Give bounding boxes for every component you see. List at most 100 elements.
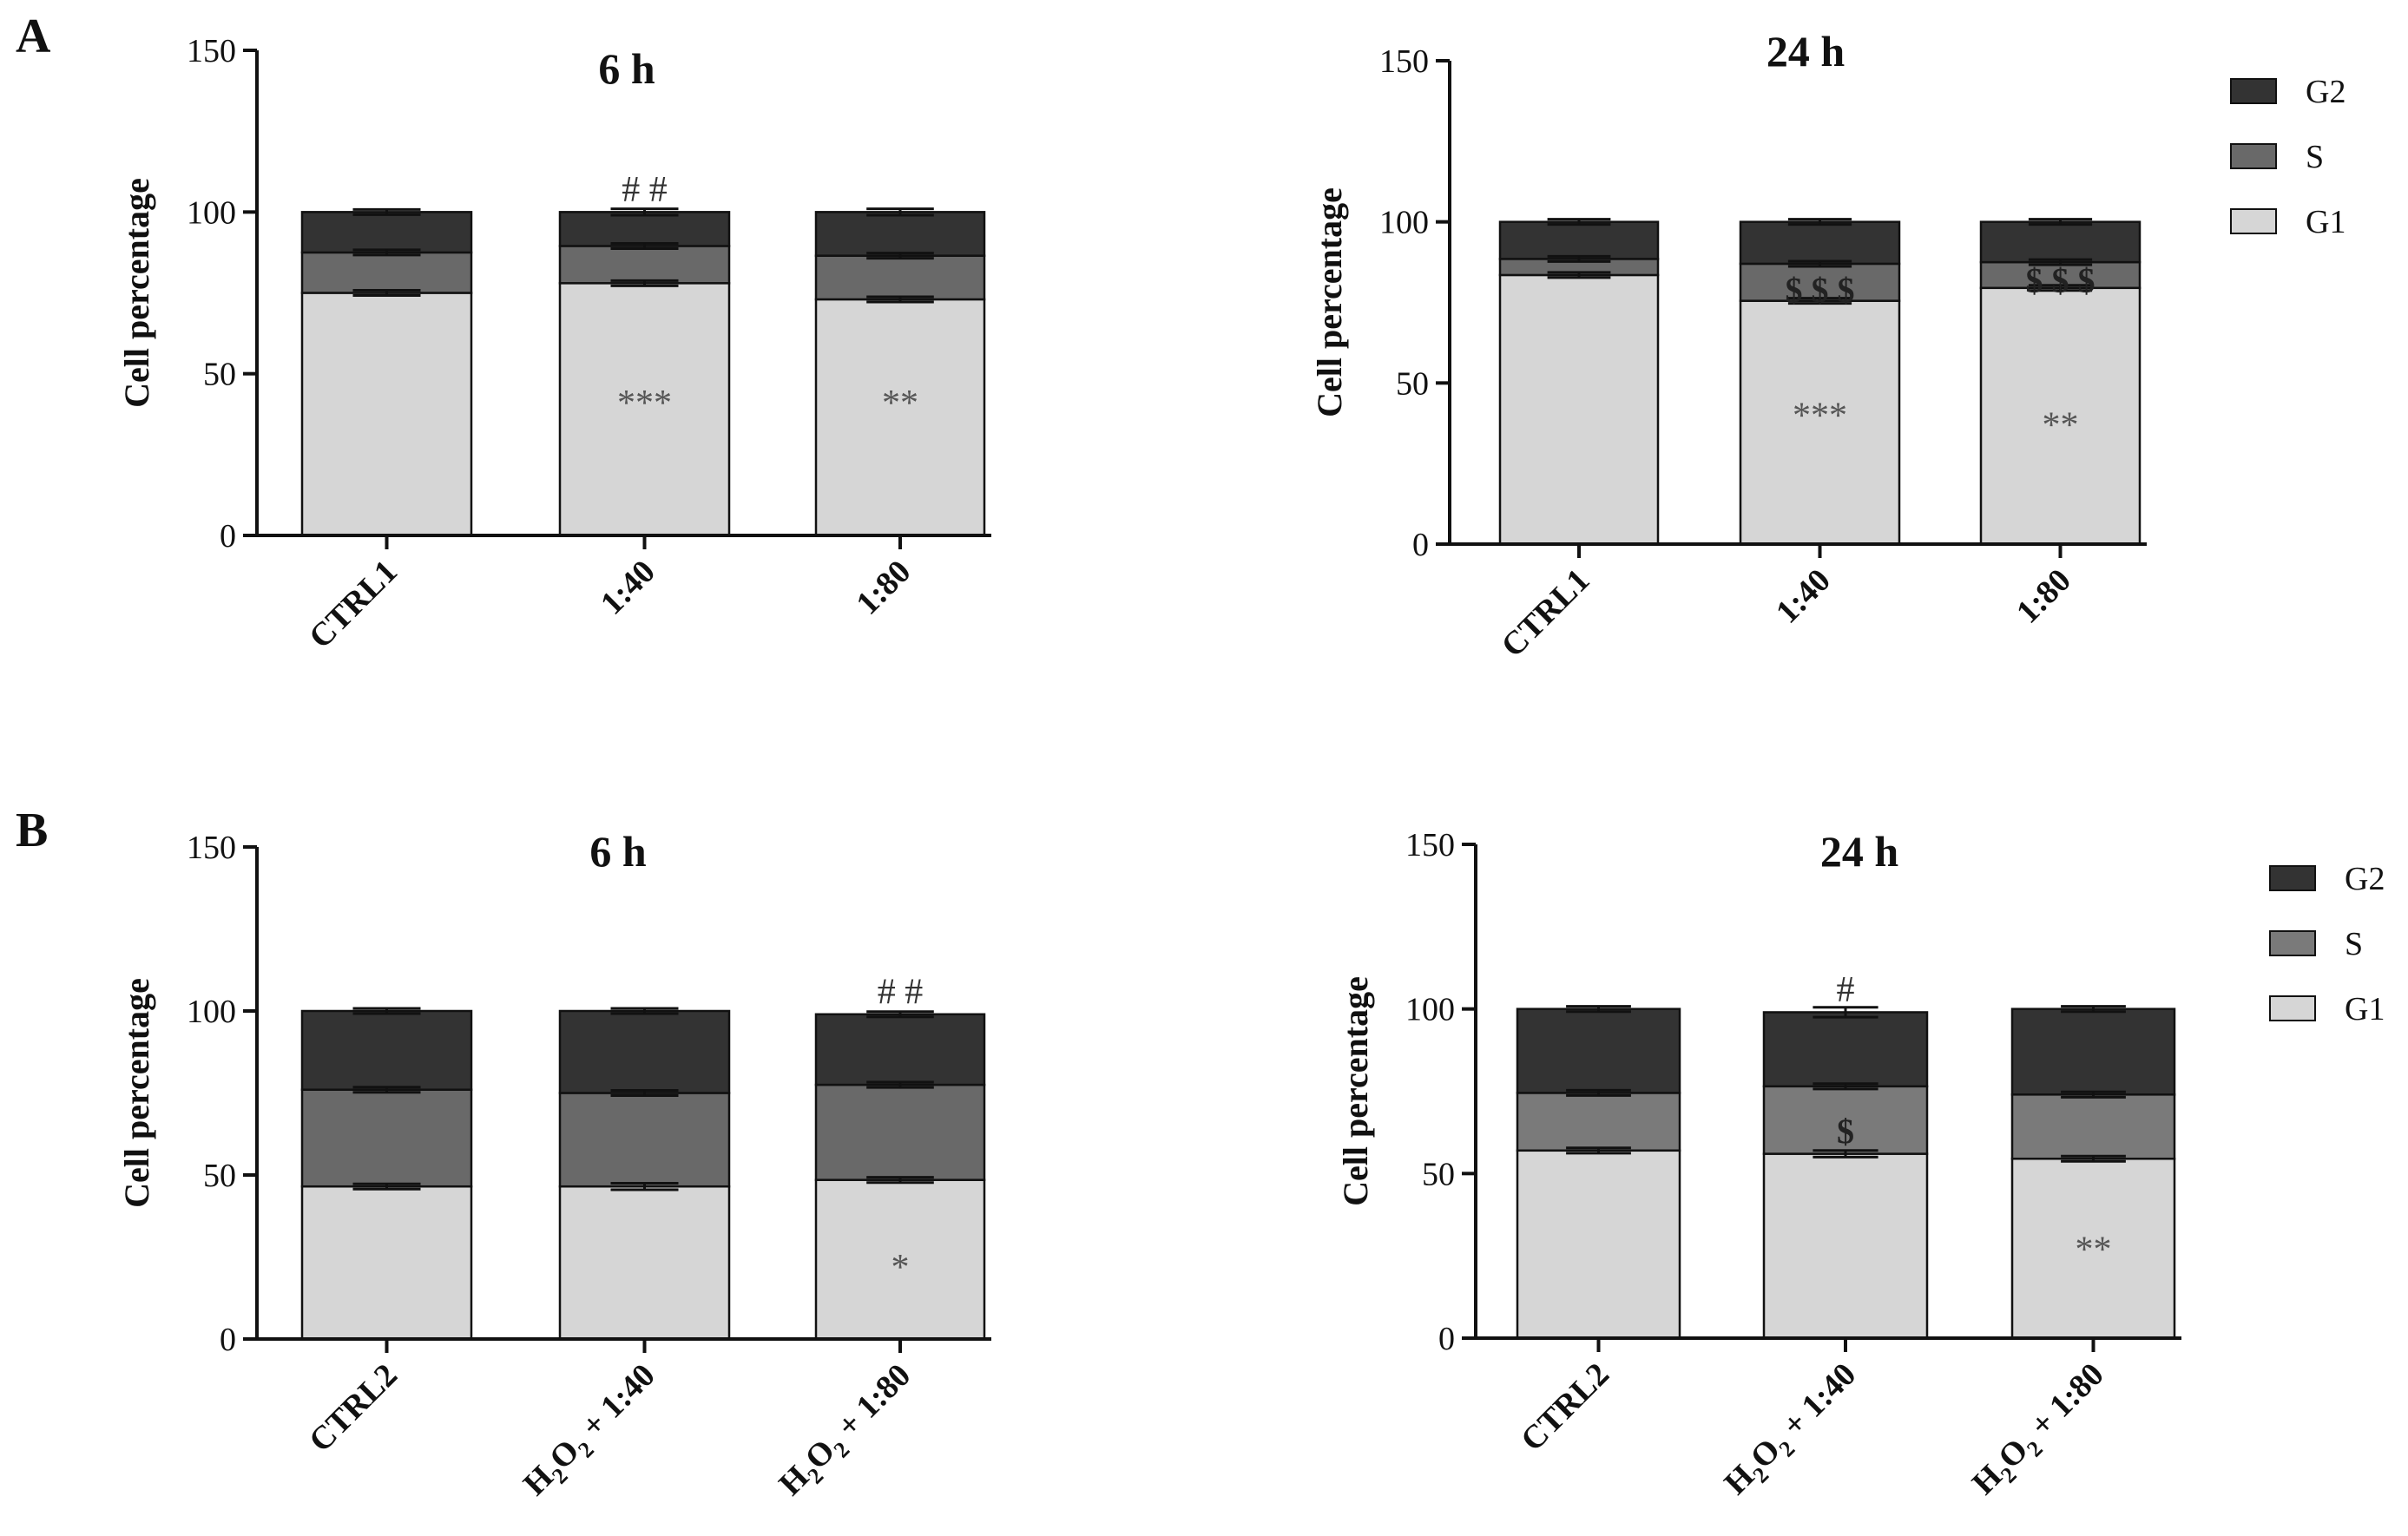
bar-g2-2	[2010, 1008, 2176, 1096]
error-bar-g2-2	[866, 207, 934, 217]
legend-swatch-s	[2230, 143, 2277, 169]
y-tick-label-2: 100	[1405, 992, 1455, 1028]
y-tick-label-1: 50	[203, 1158, 236, 1194]
error-bar-g2-2	[866, 1010, 934, 1019]
bar-g1-0	[300, 292, 473, 537]
error-bar-g2-2	[2061, 1005, 2126, 1014]
error-bar-s-2	[866, 252, 934, 260]
chart-title: 24 h	[1767, 27, 1845, 75]
error-bar-g1-1	[1813, 1149, 1878, 1159]
legend-label-g2: G2	[2306, 74, 2345, 110]
bar-s-2	[2010, 1093, 2176, 1160]
bar-s-1	[558, 1092, 731, 1188]
error-bar-g2-0	[352, 1007, 421, 1015]
y-tick-label-3: 150	[187, 33, 236, 69]
panel-letter-a: A	[16, 10, 51, 63]
error-bar-g1-2	[2028, 284, 2093, 292]
annotation-1: $	[1837, 1112, 1854, 1151]
annotation-1: # #	[878, 972, 924, 1012]
error-bar-g2-0	[352, 207, 421, 216]
error-bar-g2-1	[1787, 218, 1852, 226]
bar-s-0	[300, 1088, 473, 1188]
error-bar-s-1	[1813, 1082, 1878, 1091]
y-tick-label-1: 50	[203, 357, 236, 393]
y-tick-label-2: 100	[1379, 205, 1429, 241]
error-bar-g1-1	[610, 1181, 679, 1191]
error-bar-s-0	[352, 1086, 421, 1094]
bar-g2-2	[1979, 220, 2142, 264]
error-bar-g2-0	[1566, 1005, 1631, 1014]
error-bar-g2-2	[2028, 218, 2093, 226]
legend-swatch-g2	[2269, 865, 2316, 891]
annotation-2: $ $ $	[1786, 271, 1855, 310]
error-bar-s-0	[1566, 1088, 1631, 1097]
error-bar-g1-0	[352, 1182, 421, 1191]
error-bar-g2-0	[1547, 218, 1611, 226]
error-bar-g2-1	[610, 1007, 679, 1015]
y-tick-label-3: 150	[1379, 43, 1429, 80]
x-tick-label-1: H2O2 + 1:40	[1717, 1356, 1863, 1502]
legend-swatch-g1	[2269, 995, 2316, 1021]
bar-g1-0	[1516, 1149, 1681, 1340]
bar-g1-2	[2010, 1158, 2176, 1340]
legend-swatch-g1	[2230, 208, 2277, 234]
y-axis-label: Cell percentage	[1310, 187, 1349, 417]
bar-g2-1	[1739, 220, 1901, 266]
error-bar-g1-2	[866, 1176, 934, 1185]
bar-s-1	[558, 245, 731, 285]
y-tick-label-1: 50	[1422, 1156, 1455, 1192]
panel-letter-b: B	[16, 804, 49, 857]
bar-g1-0	[1498, 273, 1660, 546]
bar-g2-0	[300, 1009, 473, 1091]
annotation-0: *	[891, 1248, 910, 1288]
bar-s-2	[814, 1083, 986, 1181]
error-bar-g1-0	[1566, 1146, 1631, 1155]
svg-text:CTRL2: CTRL2	[1514, 1356, 1616, 1459]
error-bar-s-0	[1547, 254, 1611, 263]
legend-label-s: S	[2306, 139, 2324, 175]
annotation-1: **	[2043, 406, 2079, 446]
legend-swatch-s	[2269, 930, 2316, 956]
bar-g1-1	[1762, 1152, 1929, 1340]
bar-g2-1	[1762, 1011, 1929, 1088]
legend-label-g1: G1	[2306, 204, 2345, 240]
annotation-0: ***	[617, 384, 672, 423]
bar-g2-1	[558, 1009, 731, 1094]
error-bar-g1-1	[610, 279, 679, 287]
bar-s-0	[1516, 1092, 1681, 1152]
error-bar-s-0	[352, 248, 421, 257]
error-bar-s-1	[1787, 259, 1852, 268]
error-bar-s-1	[610, 1088, 679, 1098]
y-tick-label-0: 0	[1438, 1321, 1455, 1357]
error-bar-g1-1	[1787, 297, 1852, 305]
y-axis-label: Cell percentage	[117, 178, 156, 408]
annotation-2: # #	[622, 170, 668, 210]
y-tick-label-3: 150	[187, 830, 236, 866]
error-bar-g1-2	[2061, 1154, 2126, 1163]
y-tick-label-1: 50	[1396, 365, 1429, 402]
x-tick-label-2: H2O2 + 1:80	[1965, 1356, 2115, 1506]
legend-label-s: S	[2345, 926, 2363, 962]
annotation-0: **	[2076, 1231, 2112, 1270]
bar-g2-2	[814, 211, 986, 257]
error-bar-s-2	[2028, 258, 2093, 266]
bar-g1-0	[300, 1185, 473, 1341]
bar-s-1	[1762, 1085, 1929, 1155]
legend-label-g2: G2	[2345, 861, 2385, 897]
error-bar-s-2	[2061, 1090, 2126, 1099]
bar-g2-0	[1498, 220, 1660, 260]
error-bar-g2-1	[610, 207, 679, 217]
error-bar-g2-1	[1813, 1006, 1878, 1019]
chart-title: 6 h	[598, 44, 655, 93]
y-tick-label-0: 0	[1412, 527, 1429, 563]
bar-g2-0	[1516, 1008, 1681, 1094]
annotation-1: **	[882, 384, 918, 423]
x-tick-label-0: CTRL2	[1514, 1356, 1616, 1459]
legend-label-g1: G1	[2345, 991, 2385, 1027]
y-tick-label-2: 100	[187, 194, 236, 231]
svg-text:H2O2 + 1:80: H2O2 + 1:80	[1965, 1356, 2115, 1506]
legend-swatch-g2	[2230, 78, 2277, 104]
